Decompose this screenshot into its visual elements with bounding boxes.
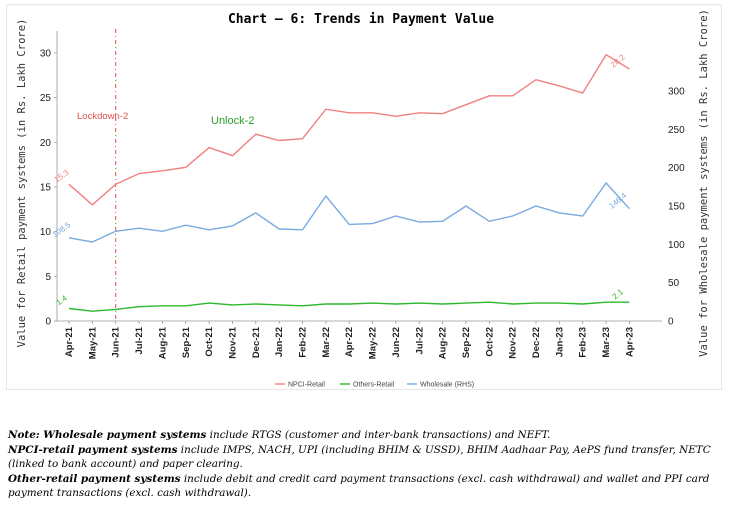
x-tick-label: May-21	[87, 326, 98, 359]
left-tick-label: 30	[40, 48, 52, 59]
right-axis-title: Value for Wholesale payment systems (in …	[698, 9, 710, 357]
right-tick-label: 50	[668, 278, 680, 289]
series-line-wholesale-rhs	[68, 181, 630, 243]
note-other-retail-bold: Other-retail payment systems	[8, 472, 181, 485]
x-tick-label: Aug-22	[438, 327, 449, 359]
note-npci-retail: NPCI-retail payment systems include IMPS…	[8, 443, 724, 472]
left-axis-title: Value for Retail payment systems (in Rs.…	[16, 19, 28, 348]
x-tick-label: Jul-22	[414, 327, 425, 354]
left-tick-label: 25	[40, 93, 52, 104]
legend-label: NPCI-Retail	[288, 382, 325, 389]
note-other-retail-text: include debit and credit card payment tr…	[8, 472, 710, 500]
x-tick-label: Nov-22	[508, 327, 519, 359]
chart-title: Chart – 6: Trends in Payment Value	[228, 12, 494, 27]
legend: NPCI-Retail Others-Retail Wholesale (RHS)	[275, 382, 474, 389]
x-tick-label: Oct-22	[484, 327, 495, 357]
x-tick-label: Jul-21	[134, 326, 145, 354]
series-lines	[68, 29, 630, 321]
right-tick-label: 100	[668, 240, 685, 251]
left-tick-label: 5	[45, 272, 51, 283]
series-end-label: 146.4	[607, 191, 629, 211]
left-tick-label: 0	[45, 317, 51, 328]
left-tick-label: 10	[40, 227, 52, 238]
x-tick-label: Dec-22	[531, 327, 542, 358]
note-other-retail: Other-retail payment systems include deb…	[8, 472, 724, 501]
x-tick-label: Jan-23	[554, 327, 565, 357]
note-npci-retail-text: include IMPS, NACH, UPI (including BHIM …	[8, 443, 711, 471]
series-end-label: 28.2	[609, 52, 627, 69]
series-end-label: 2.1	[611, 287, 626, 301]
series-start-label: 108.5	[51, 220, 73, 239]
chart-labels: Lockdown-2 Unlock-215.328.21.4 2.1108.5146…	[51, 52, 629, 307]
x-tick-label: Jun-21	[111, 326, 122, 357]
right-tick-label: 150	[668, 201, 685, 212]
series-start-label: 15.3	[53, 168, 71, 185]
chart-frame: Chart – 6: Trends in Payment Value 0 5 10 1…	[6, 4, 722, 390]
note-wholesale-text: include RTGS (customer and inter-bank tr…	[206, 429, 551, 441]
x-tick-label: Apr-23	[624, 327, 635, 357]
series-line-npci-retail	[68, 53, 630, 206]
x-tick-label: Aug-21	[157, 326, 168, 359]
payment-value-chart: Chart – 6: Trends in Payment Value 05101…	[16, 9, 710, 389]
x-tick-label: Mar-23	[601, 327, 612, 358]
series-line-others-retail	[68, 301, 630, 312]
x-tick-label: Feb-23	[578, 327, 589, 358]
x-tick-label: Sep-21	[181, 326, 192, 358]
x-tick-label: Jan-22	[274, 327, 285, 357]
legend-label: Others-Retail	[353, 382, 395, 389]
right-tick-label: 200	[668, 163, 685, 174]
x-tick-label: Mar-22	[321, 327, 332, 358]
legend-label: Wholesale (RHS)	[420, 382, 474, 389]
note-wholesale-bold: Note: Wholesale payment systems	[8, 429, 207, 441]
x-tick-label: May-22	[368, 327, 379, 359]
x-tick-label: Apr-22	[344, 327, 355, 357]
x-tick-label: Jun-22	[391, 327, 402, 358]
unlock-label: Unlock-2	[211, 115, 254, 127]
right-tick-label: 300	[668, 86, 685, 97]
x-tick-label: Dec-21	[251, 326, 262, 358]
right-tick-label: 0	[668, 317, 674, 328]
note-npci-retail-bold: NPCI-retail payment systems	[8, 443, 178, 456]
note-wholesale: Note: Wholesale payment systems include …	[8, 428, 724, 443]
x-tick-label: Sep-22	[461, 327, 472, 358]
x-tick-label: Oct-21	[204, 326, 215, 356]
x-tick-label: Apr-21	[64, 326, 75, 357]
left-tick-label: 20	[40, 138, 52, 149]
lockdown-label: Lockdown-2	[77, 111, 128, 122]
right-tick-label: 250	[668, 125, 685, 136]
x-tick-label: Feb-22	[298, 327, 309, 358]
left-tick-label: 15	[40, 182, 52, 193]
chart-notes: Note: Wholesale payment systems include …	[8, 428, 724, 501]
x-tick-label: Nov-21	[227, 326, 238, 358]
